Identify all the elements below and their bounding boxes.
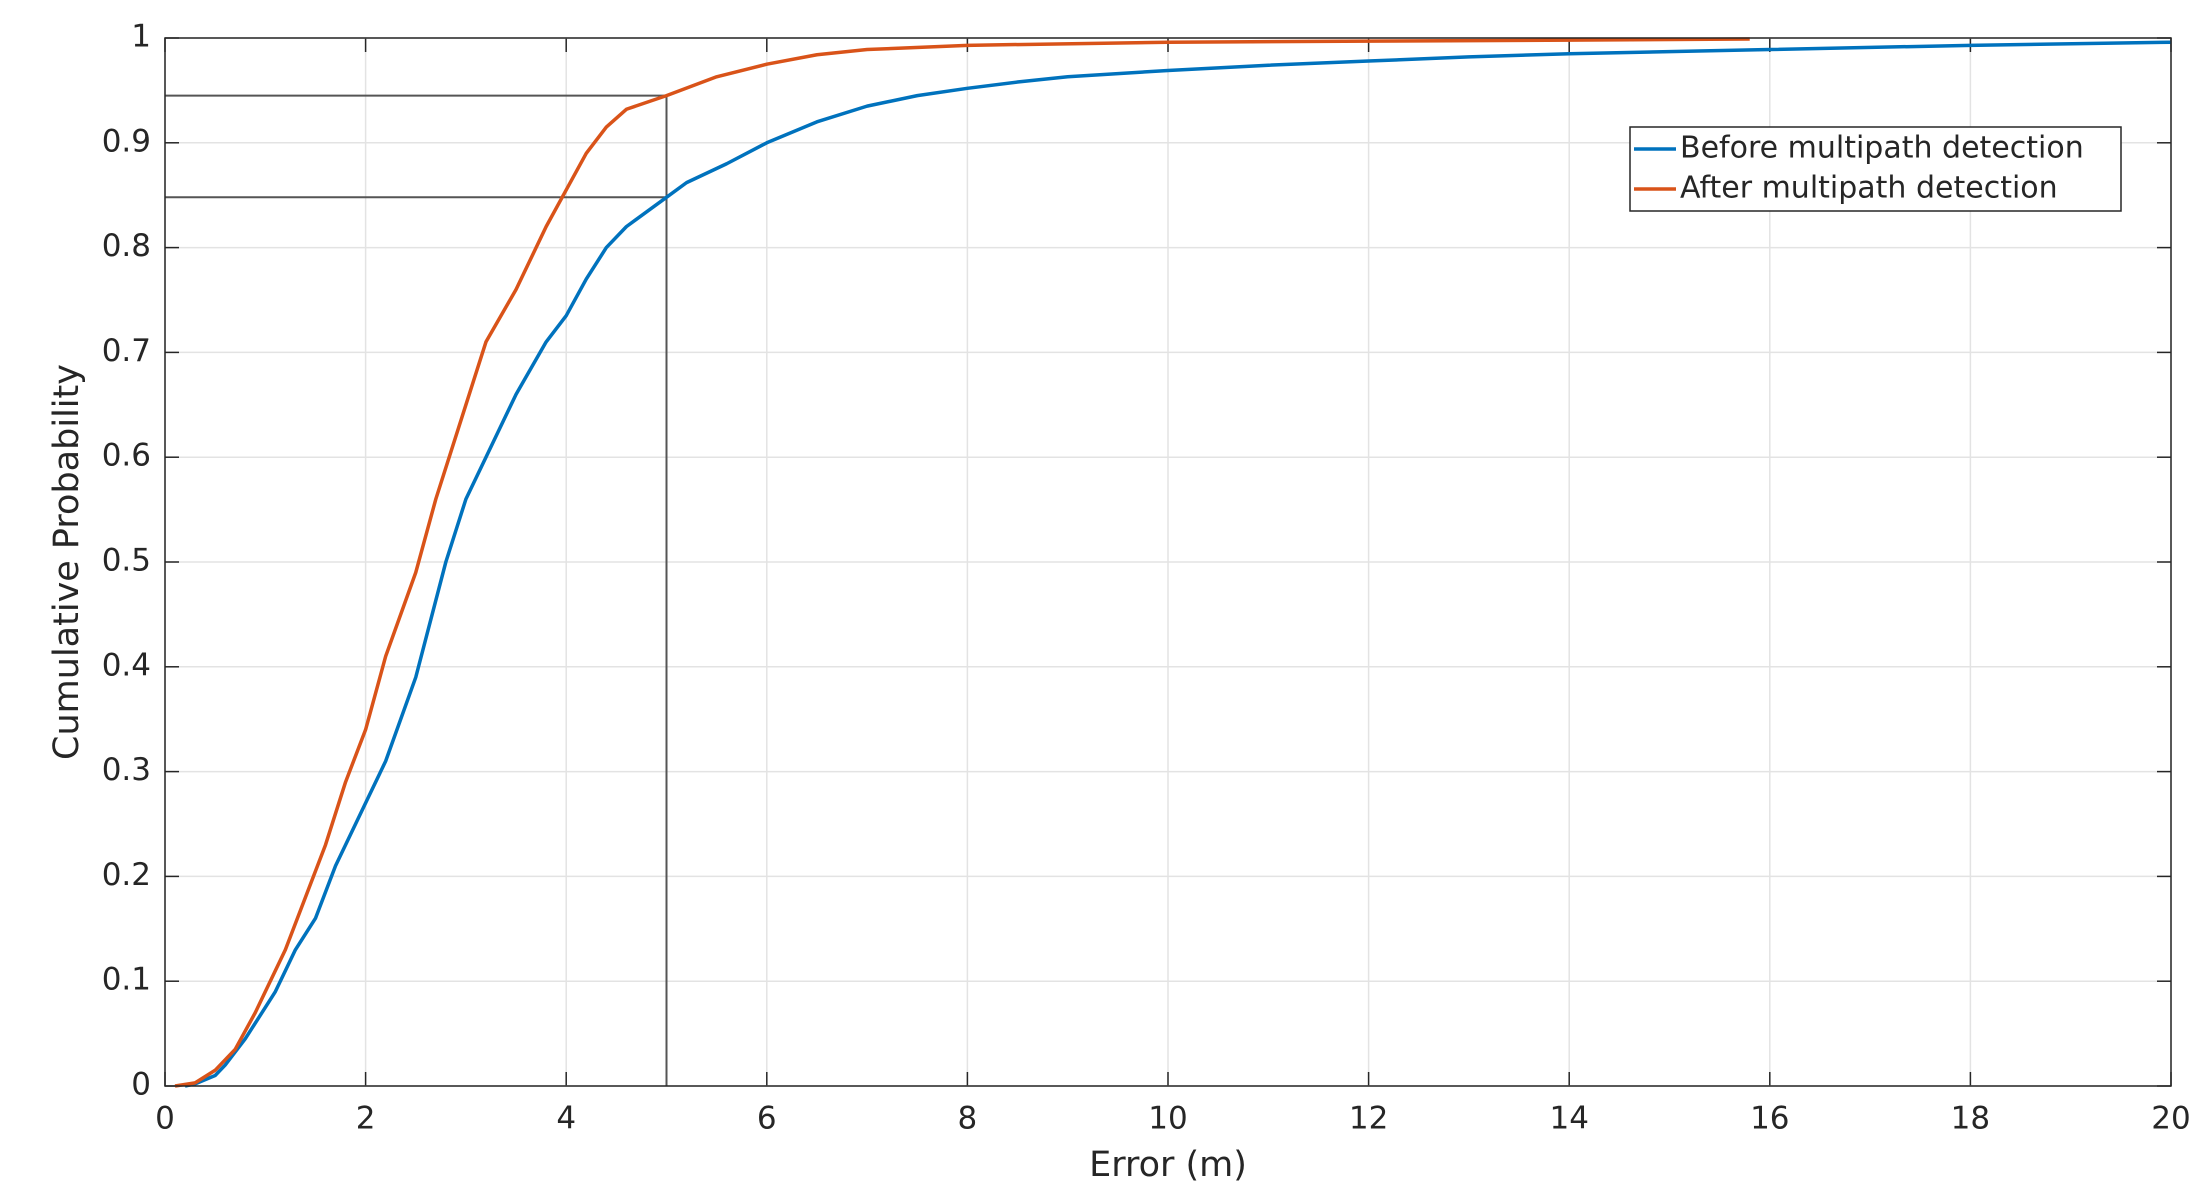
x-tick-label: 18 xyxy=(1951,1101,1990,1137)
y-tick-label: 0.1 xyxy=(102,962,151,998)
x-tick-label: 6 xyxy=(757,1101,777,1137)
y-tick-label: 0.5 xyxy=(102,543,151,579)
y-tick-label: 1 xyxy=(131,19,151,55)
x-tick-label: 2 xyxy=(356,1101,376,1137)
x-tick-label: 10 xyxy=(1148,1101,1187,1137)
line-series xyxy=(184,40,2172,1088)
x-axis-label: Error (m) xyxy=(1089,1145,1247,1185)
x-tick-label: 4 xyxy=(556,1101,576,1137)
y-tick-label: 0.4 xyxy=(102,647,151,683)
y-tick-label: 0.8 xyxy=(102,228,151,264)
x-tick-label: 12 xyxy=(1349,1101,1388,1137)
y-tick-label: 0.2 xyxy=(102,857,151,893)
y-tick-label: 0.3 xyxy=(102,752,151,788)
y-tick-label: 0.9 xyxy=(102,123,151,159)
legend-box xyxy=(1629,126,2122,212)
x-tick-label: 20 xyxy=(2151,1101,2190,1137)
x-tick-label: 14 xyxy=(1549,1101,1588,1137)
axes-box xyxy=(164,37,2172,1087)
legend: Before multipath detection After multipat… xyxy=(1629,126,2122,212)
y-tick-label: 0.7 xyxy=(102,333,151,369)
x-tick-label: 16 xyxy=(1750,1101,1789,1137)
y-axis-label: Cumulative Probability xyxy=(47,364,87,760)
legend-label: Before multipath detection xyxy=(1680,131,2084,166)
x-tick-label: 8 xyxy=(958,1101,978,1137)
x-tick-label: 0 xyxy=(155,1101,175,1137)
line-series xyxy=(174,37,1750,1088)
y-tick-label: 0 xyxy=(131,1067,151,1103)
y-tick-label: 0.6 xyxy=(102,438,151,474)
legend-label: After multipath detection xyxy=(1680,171,2058,206)
